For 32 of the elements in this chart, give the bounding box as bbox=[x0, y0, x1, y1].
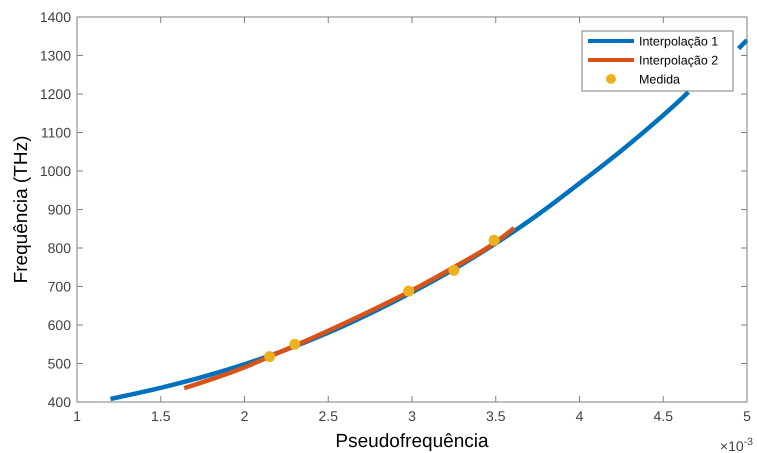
legend-label: Interpolação 2 bbox=[639, 54, 718, 68]
x-axis-title: Pseudofrequência bbox=[335, 431, 490, 452]
point bbox=[448, 264, 460, 276]
y-tick-label: 1300 bbox=[40, 48, 72, 64]
y-tick-label: 600 bbox=[48, 317, 72, 333]
point bbox=[488, 234, 500, 246]
x-tick-label: 1 bbox=[73, 408, 82, 424]
x-tick-label: 2 bbox=[240, 408, 249, 424]
x-tick-label: 4 bbox=[576, 408, 584, 424]
point bbox=[403, 286, 414, 297]
legend-label: Interpolação 1 bbox=[639, 34, 718, 48]
point bbox=[264, 351, 276, 362]
y-tick-label: 1100 bbox=[40, 124, 72, 140]
point bbox=[289, 338, 300, 350]
x-tick-label: 4.5 bbox=[654, 408, 674, 424]
y-tick-label: 1200 bbox=[40, 86, 72, 102]
x-tick-label: 2.5 bbox=[318, 408, 338, 424]
y-tick-label: 400 bbox=[48, 394, 72, 410]
y-tick-label: 1400 bbox=[40, 9, 72, 25]
text: ×10$^{-3}$ bbox=[720, 436, 754, 453]
y-tick-label: 1000 bbox=[40, 163, 72, 179]
y-tick-label: 700 bbox=[48, 278, 72, 294]
y-tick-label: 800 bbox=[48, 240, 72, 256]
line-series bbox=[182, 226, 516, 390]
y-tick-label: 500 bbox=[48, 356, 72, 372]
x-tick-label: 3 bbox=[408, 408, 416, 424]
x-tick-label: 1.5 bbox=[151, 408, 171, 424]
x-tick-label: 5 bbox=[743, 408, 752, 424]
x-tick-label: 3.5 bbox=[486, 408, 506, 424]
y-tick-label: 900 bbox=[48, 202, 72, 218]
legend-label: Medida bbox=[639, 72, 680, 86]
y-axis-title: Frequência (THz) bbox=[11, 136, 32, 284]
